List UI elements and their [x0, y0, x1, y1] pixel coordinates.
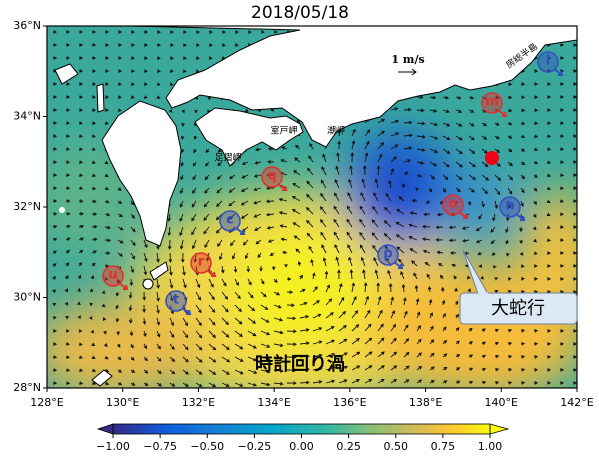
colorbar-tick-label: 0.00	[289, 440, 314, 453]
eddy-label: m	[485, 95, 499, 110]
ssh-field	[47, 26, 577, 388]
eddy-label: r	[198, 255, 205, 270]
eddy-label: t	[173, 293, 179, 308]
scale-arrow	[398, 68, 417, 76]
y-tick-label: 34°N	[13, 110, 41, 123]
x-tick-label: 130°E	[106, 396, 139, 409]
colorbar-tick-label: −0.50	[190, 440, 224, 453]
colorbar-tick-label: 0.75	[431, 440, 456, 453]
eddy-label: o	[449, 197, 458, 212]
eddy-marker	[442, 194, 464, 216]
eddy-marker	[377, 244, 399, 266]
island	[149, 261, 169, 281]
y-tick-label: 30°N	[13, 291, 41, 304]
y-tick-label: 36°N	[13, 19, 41, 32]
colorbar-tick-label: −0.75	[143, 440, 177, 453]
eddy-marker	[190, 252, 212, 274]
island	[59, 207, 65, 213]
colorbar-tick-label: −0.25	[238, 440, 272, 453]
title: 2018/05/18	[251, 3, 349, 23]
x-tick-label: 138°E	[409, 396, 442, 409]
eddy-marker	[219, 210, 241, 232]
eddy-arrow	[515, 213, 526, 221]
eddy-arrow	[393, 261, 404, 269]
place-label: 足摺岬	[214, 152, 241, 164]
eddy-arrow	[553, 68, 564, 76]
eddy-marker	[481, 92, 503, 114]
x-tick-label: 142°E	[560, 396, 593, 409]
x-tick-label: 132°E	[182, 396, 215, 409]
annotation: 時計回り渦	[255, 353, 345, 375]
land	[54, 26, 577, 387]
eddy-arrow	[118, 282, 129, 290]
colorbar-extend	[96, 423, 114, 435]
island	[91, 369, 113, 387]
eddy-label: n	[505, 199, 514, 214]
colorbar	[112, 423, 491, 435]
colorbar-extend	[489, 423, 510, 435]
honshu	[129, 26, 577, 148]
colorbar-tick-label: 1.00	[478, 440, 503, 453]
eddy-marker	[102, 265, 124, 287]
eddy-label: u	[108, 268, 117, 283]
eddy-marker	[165, 290, 187, 312]
eddy-marker	[499, 196, 521, 218]
eddy-arrow	[206, 269, 217, 277]
callout-box	[459, 292, 578, 325]
island	[54, 63, 79, 85]
eddy-marker	[537, 51, 559, 73]
x-tick-label: 140°E	[485, 396, 518, 409]
eddy-label: p	[383, 247, 392, 262]
red-dot	[485, 151, 499, 165]
eddy-label: q	[267, 169, 276, 184]
eddy-arrow	[458, 211, 469, 219]
shikoku	[194, 107, 304, 167]
x-tick-label: 134°E	[257, 396, 290, 409]
y-tick-label: 32°N	[13, 200, 41, 213]
eddy-marker	[261, 166, 283, 188]
eddy-arrow	[277, 183, 288, 191]
x-tick-label: 128°E	[30, 396, 63, 409]
eddy-arrow	[497, 109, 508, 117]
colorbar-tick-label: 0.50	[384, 440, 409, 453]
annotation: 大蛇行	[491, 298, 545, 319]
place-label: 潮岬	[327, 125, 345, 137]
colorbar-tick-label: 0.25	[336, 440, 361, 453]
eddy-arrow	[181, 307, 192, 315]
eddy-arrow	[235, 227, 246, 235]
scale-label: 1 m/s	[391, 53, 424, 66]
eddy-label: l	[546, 54, 550, 69]
island	[142, 278, 154, 290]
island	[96, 83, 105, 113]
place-label: 室戸岬	[270, 125, 297, 137]
eddy-label: c	[226, 213, 234, 228]
kyushu	[101, 100, 182, 247]
x-tick-label: 136°E	[333, 396, 366, 409]
colorbar-tick-label: −1.00	[96, 440, 130, 453]
y-tick-label: 28°N	[13, 381, 41, 394]
